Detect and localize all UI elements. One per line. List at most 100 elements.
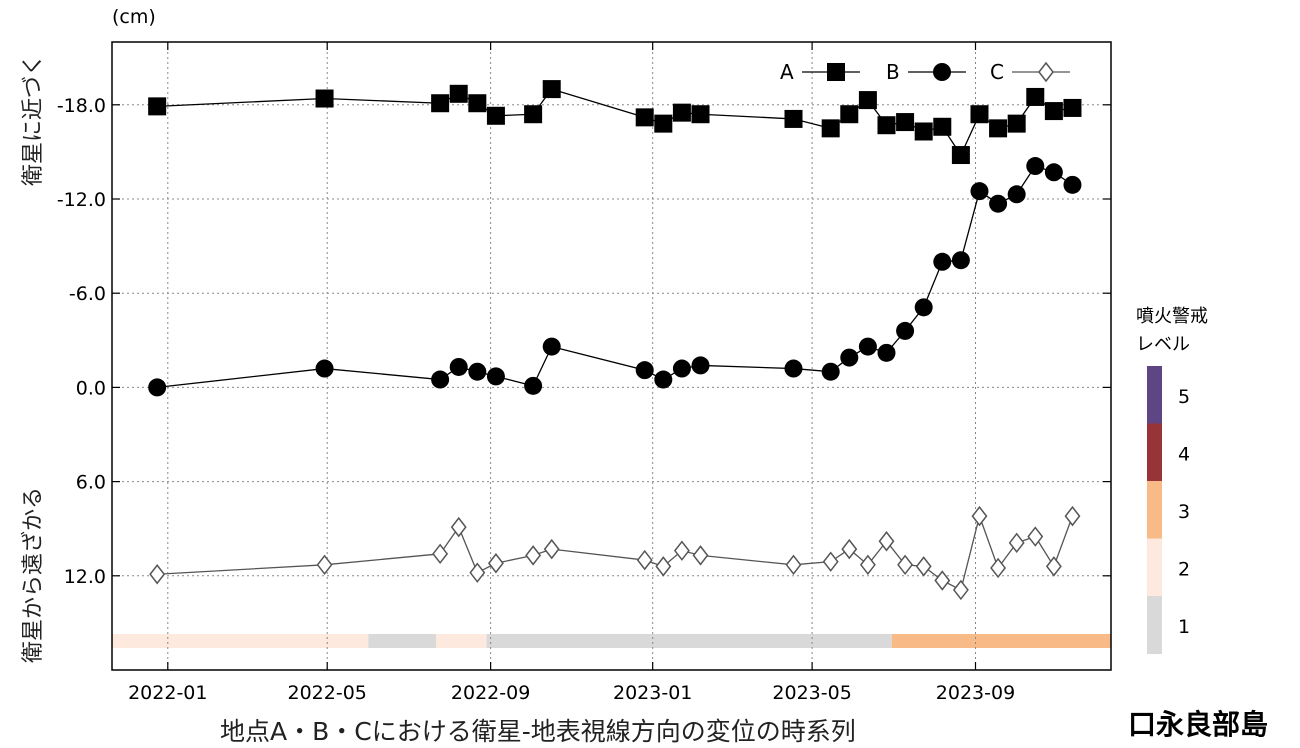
point-A-11 bbox=[691, 105, 710, 124]
y-tick-label-4: 6.0 bbox=[76, 472, 106, 494]
alert-legend-swatch-5 bbox=[1147, 366, 1162, 424]
point-B-0 bbox=[148, 378, 167, 397]
legend-marker-B bbox=[933, 63, 951, 81]
series-line-B bbox=[157, 165, 1073, 389]
point-B-23 bbox=[1007, 185, 1026, 204]
point-C-7 bbox=[543, 538, 560, 560]
point-A-8 bbox=[635, 108, 654, 127]
plot-frame bbox=[111, 41, 1112, 671]
x-tick-label-0: 2022-01 bbox=[128, 682, 207, 704]
point-B-2 bbox=[431, 370, 450, 389]
point-C-8 bbox=[636, 549, 653, 571]
point-C-14 bbox=[841, 538, 858, 560]
point-B-6 bbox=[524, 376, 543, 395]
point-A-20 bbox=[951, 146, 970, 165]
point-B-7 bbox=[542, 337, 561, 356]
alert-legend-swatch-1 bbox=[1147, 596, 1162, 654]
point-B-25 bbox=[1044, 163, 1063, 182]
alert-legend-label-5: 5 bbox=[1178, 386, 1190, 408]
point-C-15 bbox=[859, 554, 876, 576]
point-C-3 bbox=[450, 516, 467, 538]
y-tick-label-5: 12.0 bbox=[64, 566, 106, 588]
point-C-23 bbox=[1008, 532, 1025, 554]
point-B-8 bbox=[635, 361, 654, 380]
point-C-17 bbox=[897, 554, 914, 576]
point-C-4 bbox=[469, 562, 486, 583]
point-B-13 bbox=[821, 362, 840, 381]
point-B-24 bbox=[1026, 157, 1045, 176]
point-C-19 bbox=[934, 570, 951, 591]
point-A-16 bbox=[877, 116, 896, 135]
point-B-5 bbox=[486, 367, 505, 386]
point-B-3 bbox=[449, 357, 468, 376]
x-tick-label-1: 2022-05 bbox=[288, 682, 367, 704]
alert-legend-swatch-2 bbox=[1147, 538, 1162, 597]
legend-marker-A bbox=[827, 63, 845, 81]
point-C-18 bbox=[915, 556, 932, 577]
point-C-0 bbox=[149, 564, 166, 585]
point-B-12 bbox=[784, 359, 803, 378]
point-A-22 bbox=[989, 119, 1008, 138]
point-B-4 bbox=[468, 362, 487, 381]
alert-legend-title-line2: レベル bbox=[1136, 334, 1190, 355]
point-C-6 bbox=[525, 545, 542, 566]
point-A-25 bbox=[1044, 102, 1063, 121]
location-label: 口永良部島 bbox=[1128, 708, 1269, 741]
point-B-18 bbox=[914, 298, 933, 317]
point-C-22 bbox=[990, 557, 1007, 579]
point-C-20 bbox=[952, 579, 969, 601]
point-A-0 bbox=[148, 97, 167, 116]
point-A-12 bbox=[784, 109, 803, 128]
alert-legend-label-3: 3 bbox=[1178, 501, 1190, 523]
point-B-9 bbox=[654, 370, 673, 389]
point-C-24 bbox=[1027, 526, 1044, 547]
point-A-4 bbox=[468, 94, 487, 113]
point-A-21 bbox=[970, 105, 989, 124]
point-A-2 bbox=[431, 94, 450, 113]
point-B-16 bbox=[877, 343, 896, 362]
point-A-23 bbox=[1007, 114, 1026, 133]
legend-marker-C bbox=[1038, 61, 1054, 83]
point-A-10 bbox=[672, 103, 691, 122]
point-B-22 bbox=[989, 194, 1008, 213]
y-axis-label-top: 衛星に近づく bbox=[21, 53, 46, 187]
point-C-21 bbox=[971, 505, 988, 527]
alert-band-segment-3 bbox=[486, 634, 892, 648]
point-A-1 bbox=[315, 89, 334, 108]
series-line-C bbox=[157, 513, 1074, 591]
point-A-7 bbox=[542, 80, 561, 99]
x-tick-label-3: 2023-01 bbox=[613, 682, 692, 704]
y-axis-label-bottom: 衛星から遠ざかる bbox=[21, 486, 46, 664]
alert-legend-swatch-4 bbox=[1147, 423, 1162, 482]
point-C-16 bbox=[878, 531, 895, 552]
y-tick-label-2: -6.0 bbox=[69, 283, 106, 305]
point-C-26 bbox=[1064, 505, 1081, 527]
point-C-12 bbox=[785, 554, 802, 576]
point-A-26 bbox=[1063, 98, 1082, 117]
alert-band-segment-1 bbox=[368, 634, 437, 648]
point-C-25 bbox=[1045, 556, 1062, 577]
alert-legend-label-1: 1 bbox=[1178, 616, 1190, 638]
point-B-20 bbox=[951, 251, 970, 270]
point-B-26 bbox=[1063, 175, 1082, 194]
point-A-15 bbox=[858, 91, 877, 110]
point-B-15 bbox=[858, 337, 877, 356]
x-tick-label-2: 2022-09 bbox=[451, 682, 530, 704]
alert-band-segment-4 bbox=[891, 634, 1111, 648]
point-A-17 bbox=[896, 113, 915, 132]
point-A-5 bbox=[486, 106, 505, 125]
point-A-3 bbox=[449, 84, 468, 103]
alert-band-segment-2 bbox=[436, 634, 487, 648]
point-C-10 bbox=[673, 540, 690, 561]
point-B-19 bbox=[933, 252, 952, 271]
point-B-11 bbox=[691, 356, 710, 375]
point-A-19 bbox=[933, 117, 952, 136]
point-B-14 bbox=[840, 348, 859, 367]
alert-legend-label-2: 2 bbox=[1178, 559, 1190, 581]
y-tick-label-1: -12.0 bbox=[57, 189, 106, 211]
point-C-11 bbox=[692, 545, 709, 566]
point-B-17 bbox=[896, 321, 915, 340]
point-A-13 bbox=[821, 119, 840, 138]
legend-label-B: B bbox=[886, 60, 900, 84]
